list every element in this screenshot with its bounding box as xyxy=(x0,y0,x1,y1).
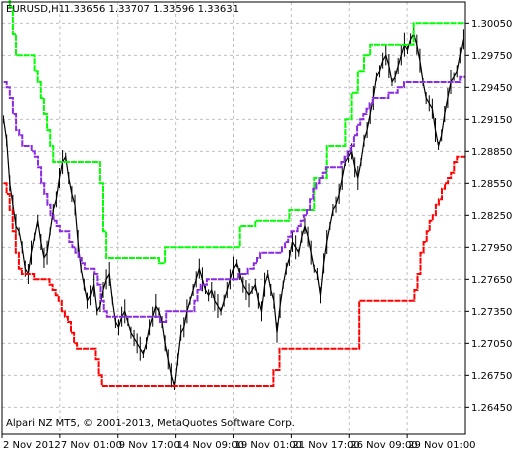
y-tick-label: 1.29150 xyxy=(471,115,512,126)
lower_band-line xyxy=(3,155,465,387)
upper_band-line xyxy=(8,0,465,265)
y-tick-label: 1.26450 xyxy=(471,403,512,414)
y-tick-label: 1.28550 xyxy=(471,179,512,190)
x-tick-label: 2 Nov 2012 xyxy=(3,440,61,451)
y-tick-label: 1.29750 xyxy=(471,51,512,62)
ohlc-label: 1.33656 1.33707 1.33596 1.33631 xyxy=(64,4,239,15)
y-tick-label: 1.29450 xyxy=(471,83,512,94)
x-tick-label: 9 Nov 17:00 xyxy=(119,440,180,451)
x-tick-label: 29 Nov 01:00 xyxy=(408,440,475,451)
y-tick-label: 1.28850 xyxy=(471,147,512,158)
y-tick-label: 1.27950 xyxy=(471,243,512,254)
price-axis: 1.30050 1.29750 1.29450 1.29150 1.28850 1.285… xyxy=(465,19,512,414)
grid xyxy=(2,2,465,434)
y-tick-label: 1.28250 xyxy=(471,211,512,222)
x-tick-label: 19 Nov 01:00 xyxy=(235,440,302,451)
price-line xyxy=(3,32,464,387)
y-tick-label: 1.30050 xyxy=(471,19,512,30)
y-tick-label: 1.27350 xyxy=(471,307,512,318)
middle_line-series xyxy=(3,75,465,323)
x-tick-label: 21 Nov 17:00 xyxy=(292,440,359,451)
series-layer xyxy=(3,0,465,390)
lower_band-series xyxy=(3,155,465,387)
x-tick-label: 26 Nov 09:00 xyxy=(350,440,417,451)
upper_band-series xyxy=(8,0,465,265)
x-tick-label: 14 Nov 09:00 xyxy=(177,440,244,451)
symbol-label: EURUSD,H1 xyxy=(6,4,65,15)
x-tick-label: 7 Nov 01:00 xyxy=(61,440,122,451)
y-tick-label: 1.26750 xyxy=(471,371,512,382)
y-tick-label: 1.27650 xyxy=(471,275,512,286)
copyright-label: Alpari NZ MT5, © 2001-2013, MetaQuotes S… xyxy=(6,418,295,429)
y-tick-label: 1.27050 xyxy=(471,339,512,350)
middle_line-line xyxy=(3,75,465,323)
